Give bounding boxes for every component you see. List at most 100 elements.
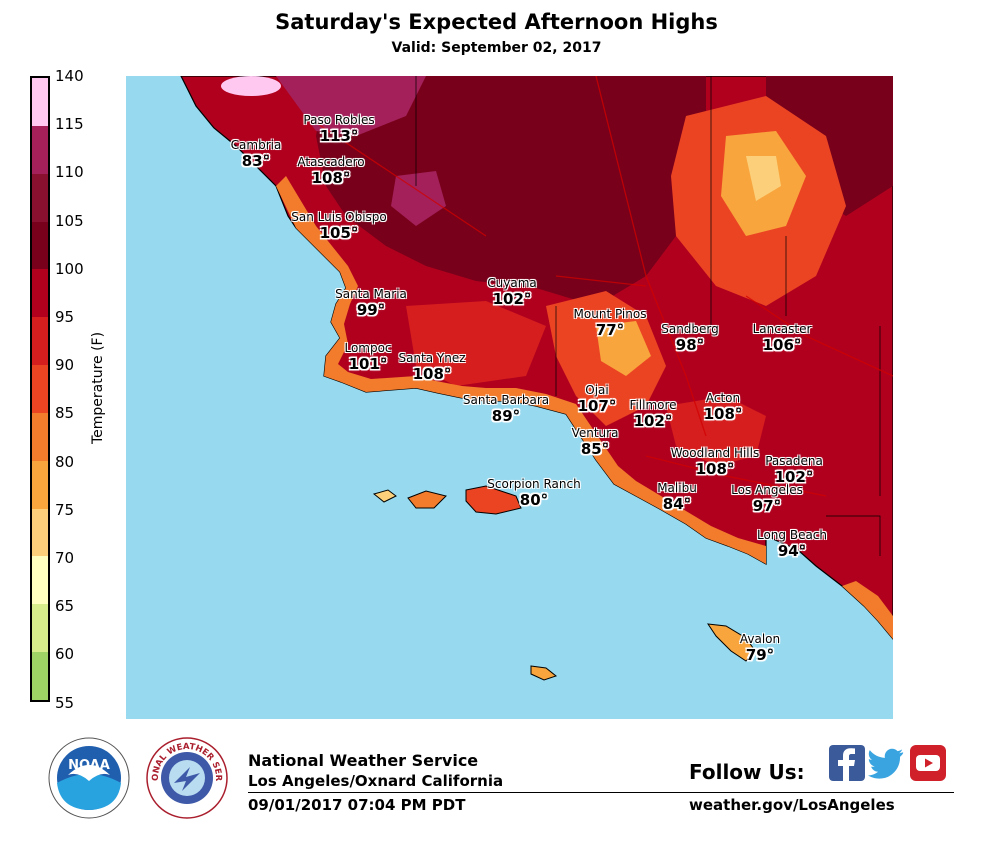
svg-text:NOAA: NOAA xyxy=(68,758,110,773)
footer-divider xyxy=(248,792,954,793)
colorbar-segment xyxy=(32,269,48,318)
city-name: Ventura xyxy=(571,426,619,440)
island-san-miguel xyxy=(372,489,397,503)
org-name: National Weather Service xyxy=(248,751,479,770)
city-name: Santa Maria xyxy=(335,287,407,301)
island-san-clemente xyxy=(530,665,558,681)
city-name: Ojai xyxy=(585,383,609,397)
city-temp: 77° xyxy=(595,321,625,339)
temperature-colorbar xyxy=(30,76,50,702)
colorbar-segment xyxy=(32,556,48,605)
colorbar-tick: 55 xyxy=(55,693,75,712)
city-name: Lompoc xyxy=(344,341,392,355)
youtube-icon[interactable] xyxy=(910,745,946,781)
city-temp: 94° xyxy=(777,542,807,560)
city-label: Atascadero 108° xyxy=(297,155,364,187)
city-name: Acton xyxy=(705,391,741,405)
city-label: Woodland Hills 108° xyxy=(671,446,759,478)
city-label: Lompoc 101° xyxy=(344,341,391,373)
city-temp: 99° xyxy=(356,301,386,319)
city-name: Santa Ynez xyxy=(398,351,466,365)
city-label: Cambria 83° xyxy=(231,138,282,170)
coastal-band-2 xyxy=(842,581,893,639)
city-name: Atascadero xyxy=(297,155,365,169)
city-name: Mount Pinos xyxy=(573,307,647,321)
city-name: Pasadena xyxy=(765,454,823,468)
colorbar-tick: 95 xyxy=(55,308,75,326)
colorbar-segment xyxy=(32,78,48,127)
city-temp: 80° xyxy=(519,491,549,509)
city-temp: 102° xyxy=(492,290,532,308)
city-temp: 105° xyxy=(319,224,359,242)
city-temp: 79° xyxy=(745,646,775,664)
city-temp: 106° xyxy=(762,336,802,354)
city-temp: 85° xyxy=(580,440,610,458)
colorbar-tick: 65 xyxy=(55,597,75,616)
city-label: San Luis Obispo 105° xyxy=(291,210,386,242)
hot-interior xyxy=(316,76,706,306)
temperature-map xyxy=(126,76,893,719)
city-label: Malibu 84° xyxy=(657,481,697,513)
city-name: Cambria xyxy=(230,138,282,152)
office-name: Los Angeles/Oxnard California xyxy=(248,772,504,790)
city-name: Long Beach xyxy=(756,528,828,542)
colorbar-tick: 85 xyxy=(55,404,75,423)
city-name: San Luis Obispo xyxy=(291,210,387,224)
island-catalina xyxy=(706,623,757,662)
city-temp: 108° xyxy=(412,365,452,383)
city-label: Ventura 85° xyxy=(572,426,619,458)
colorbar-tick: 140 xyxy=(55,67,84,85)
facebook-icon[interactable] xyxy=(829,745,865,781)
colorbar-segment xyxy=(32,221,48,270)
colorbar-segment xyxy=(32,317,48,366)
city-temp: 97° xyxy=(752,497,782,515)
colorbar-tick: 60 xyxy=(55,645,75,664)
island-santa-cruz xyxy=(465,485,522,515)
colorbar-tick: 105 xyxy=(55,211,84,230)
colorbar-tick: 110 xyxy=(55,163,84,182)
city-name: Fillmore xyxy=(629,398,677,412)
colorbar-tick: 75 xyxy=(55,500,75,519)
colorbar-tick: 80 xyxy=(55,452,75,471)
city-label: Avalon 79° xyxy=(740,632,780,664)
colorbar-segment xyxy=(32,365,48,414)
city-temp: 108° xyxy=(695,460,735,478)
city-temp: 84° xyxy=(662,495,692,513)
follow-us-label: Follow Us: xyxy=(689,760,805,784)
mountain-zone-7 xyxy=(666,396,766,466)
colorbar-segment xyxy=(32,125,48,175)
city-label: Pasadena 102° xyxy=(765,454,823,486)
nws-logo: NATIONAL WEATHER SERVICE xyxy=(146,737,228,819)
city-label: Cuyama 102° xyxy=(487,276,536,308)
mountain-zone-2 xyxy=(596,321,651,376)
city-name: Lancaster xyxy=(752,322,812,336)
city-temp: 83° xyxy=(241,152,271,170)
city-name: Scorpion Ranch xyxy=(487,477,581,491)
city-label: Mount Pinos 77° xyxy=(574,307,647,339)
city-name: Avalon xyxy=(739,632,781,646)
map-title: Saturday's Expected Afternoon Highs xyxy=(275,10,718,34)
twitter-icon[interactable] xyxy=(868,745,904,781)
city-temp: 113° xyxy=(319,127,359,145)
city-label: Santa Ynez 108° xyxy=(398,351,465,383)
mountain-zone-5 xyxy=(746,156,781,201)
city-temp: 101° xyxy=(348,355,388,373)
city-name: Cuyama xyxy=(487,276,537,290)
city-label: Lancaster 106° xyxy=(753,322,812,354)
website-link[interactable]: weather.gov/LosAngeles xyxy=(689,796,895,814)
colorbar-segment xyxy=(32,412,48,462)
city-name: Malibu xyxy=(657,481,697,495)
noaa-logo: NOAA xyxy=(48,737,130,819)
city-name: Santa Barbara xyxy=(462,393,550,407)
city-temp: 98° xyxy=(675,336,705,354)
city-temp: 102° xyxy=(774,468,814,486)
city-name: Sandberg xyxy=(661,322,719,336)
colorbar-segment xyxy=(32,460,48,510)
colorbar-segment xyxy=(32,652,48,701)
valid-date: Valid: September 02, 2017 xyxy=(391,40,602,56)
city-label: Sandberg 98° xyxy=(661,322,719,354)
city-label: Santa Barbara 89° xyxy=(463,393,549,425)
city-temp: 108° xyxy=(703,405,743,423)
colorbar-segment xyxy=(32,604,48,653)
colorbar-segment xyxy=(32,173,48,223)
